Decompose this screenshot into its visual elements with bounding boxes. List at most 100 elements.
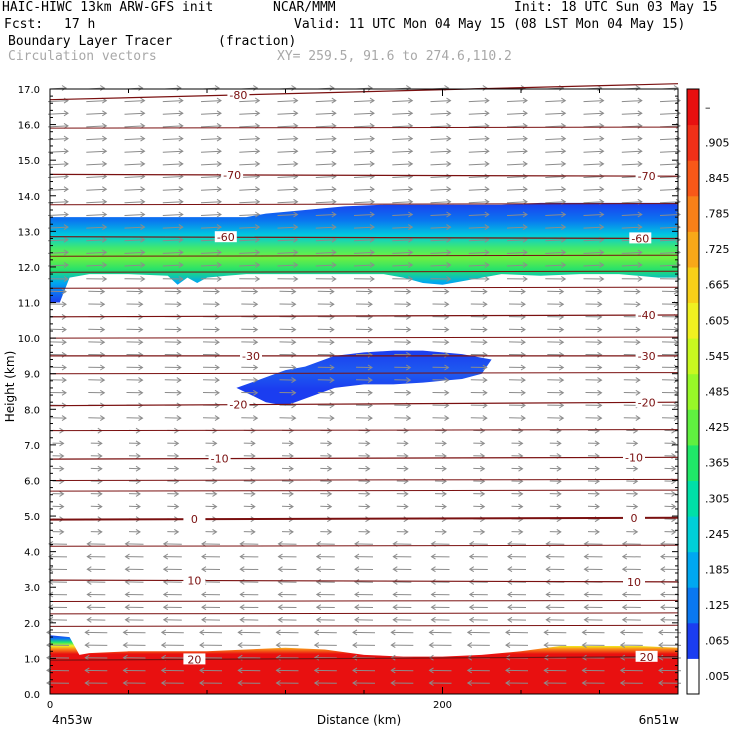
wind-vector-head [178,148,184,155]
wind-vector-head [253,85,259,91]
wind-vector [353,100,375,103]
wind-vector [430,251,451,254]
wind-vector [86,251,107,254]
wind-vector-head [635,301,641,308]
wind-vector-head [122,667,128,674]
wind-vector [124,239,145,242]
wind-vector [506,163,528,166]
wind-vector-head [369,135,375,142]
wind-vector-head [315,553,322,560]
colorbar-swatch [687,302,699,339]
wind-vector-head [430,566,436,573]
x-tick-label: 200 [433,700,452,711]
wind-vector [430,214,451,216]
wind-vector-head [522,160,528,167]
y-tick-label: 1.0 [24,654,40,665]
wind-vector-head [277,604,283,611]
wind-vector-head [135,453,141,459]
wind-vector-head [367,85,373,91]
wind-vector-head [253,301,259,308]
wind-vector-head [59,440,65,447]
wind-vector-head [201,566,207,573]
wind-vector-head [178,160,184,167]
wind-vector-head [369,211,375,218]
wind-vector-head [430,616,436,623]
wind-vector-head [63,110,69,117]
colorbar-swatch [687,587,699,624]
wind-vector-head [392,566,398,573]
wind-vector-head [214,402,220,409]
wind-vector-head [520,288,526,295]
wind-vector-head [635,288,641,295]
wind-vector-head [507,553,513,560]
wind-vector [468,112,489,115]
wind-vector [86,163,107,166]
isotherm-label: -60 [217,231,235,244]
wind-vector-head [484,110,490,117]
wind-vector [353,251,375,254]
wind-vector-head [408,110,414,117]
wind-vector-head [59,465,65,472]
wind-vector-head [214,85,220,91]
wind-vector-head [583,591,589,598]
wind-vector [162,112,183,115]
wind-vector-head [482,415,488,422]
wind-vector [277,150,298,153]
wind-vector-head [367,364,373,371]
wind-vector [200,100,222,103]
wind-vector-head [518,490,524,497]
wind-vector [583,112,604,115]
wind-vector [47,150,69,153]
wind-vector [659,163,681,166]
wind-vector [583,251,604,254]
wind-vector [162,264,183,267]
wind-vector-head [97,478,103,485]
wind-vector-head [484,249,490,256]
wind-vector-head [468,616,475,623]
isotherm-line [49,236,679,240]
wind-vector [239,201,260,204]
colorbar-swatch [687,409,699,446]
wind-vector-head [633,440,639,447]
wind-vector [506,226,528,229]
wind-vector-head [507,604,513,611]
wind-vector-head [561,97,567,104]
wind-vector-head [102,249,108,256]
wind-vector-head [406,389,412,396]
wind-vector-head [446,276,452,282]
wind-vector [506,176,528,178]
wind-vector-head [162,553,169,560]
wind-vector-head [253,402,259,409]
wind-vector [430,188,451,191]
wind-vector-head [201,553,207,560]
wind-vector-head [635,415,641,422]
wind-vector-head [216,224,222,231]
wind-vector [239,239,260,242]
wind-vector-head [253,339,259,346]
wind-vector-head [216,135,222,142]
y-tick-label: 7.0 [24,441,40,452]
wind-vector-head [446,173,452,180]
wind-vector-head [277,566,283,573]
wind-vector [353,176,375,178]
wind-vector-head [675,135,681,142]
wind-vector-head [594,528,600,535]
wind-vector [545,163,566,166]
wind-vector-head [559,389,565,396]
wind-vector-head [484,224,490,231]
colorbar-label: .125 [705,599,730,612]
wind-vector-head [178,276,184,282]
wind-vector [659,100,681,103]
wind-vector [545,251,566,254]
wind-vector-head [556,465,562,472]
wind-vector [200,251,222,254]
wind-vector [124,112,145,115]
wind-vector [277,112,298,115]
wind-vector-head [599,186,605,193]
wind-vector-head [288,440,294,447]
wind-vector-head [214,364,220,371]
wind-vector-head [327,453,333,459]
wind-vector [430,125,451,128]
wind-vector-head [214,377,220,384]
isotherm-label: -60 [631,232,649,245]
